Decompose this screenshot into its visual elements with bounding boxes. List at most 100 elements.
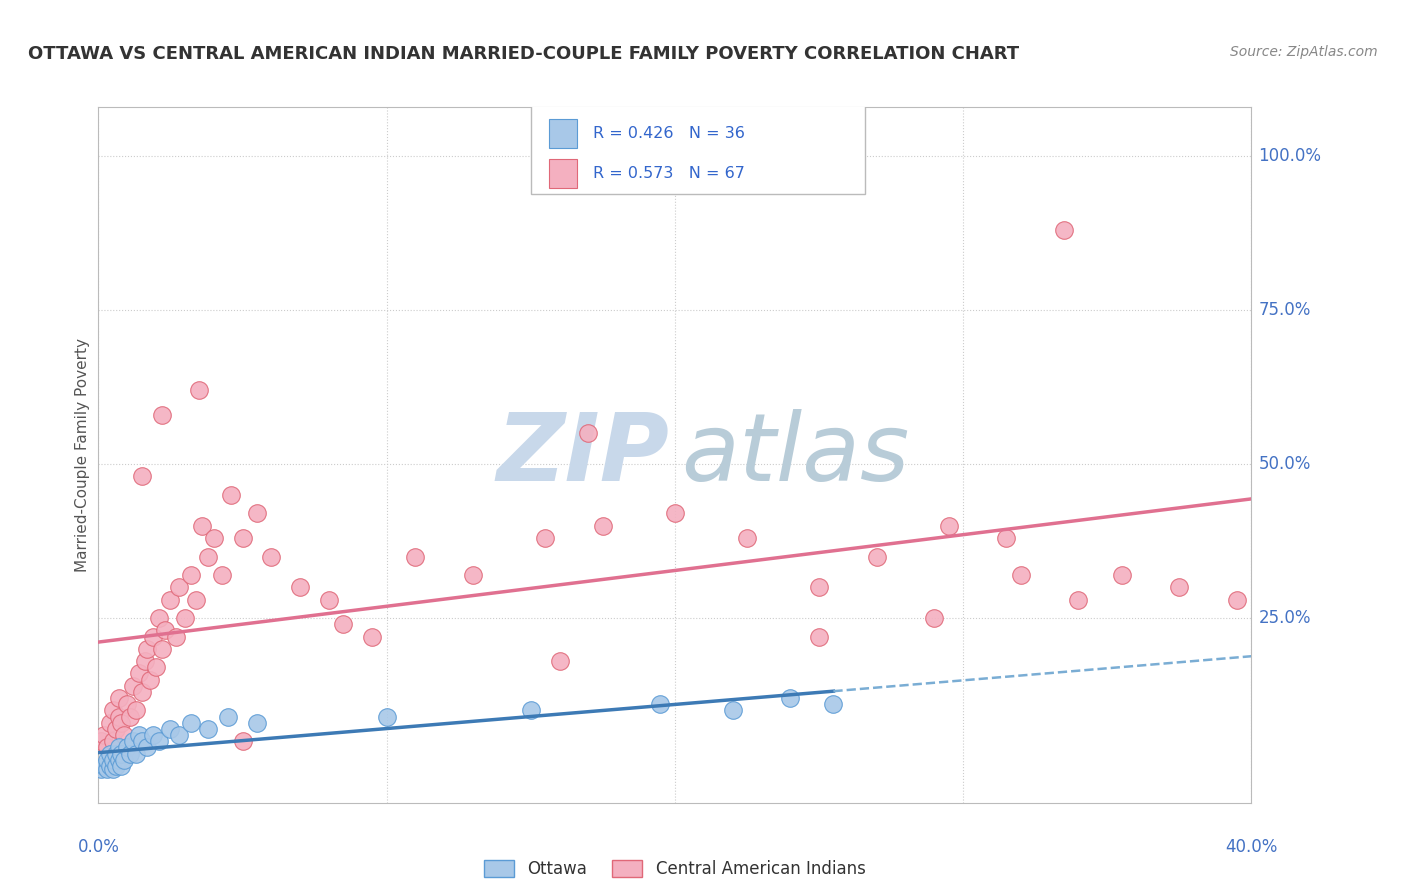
Point [148, 734, 170, 748]
FancyBboxPatch shape [531, 103, 865, 194]
Point [779, 691, 801, 706]
Point [231, 734, 254, 748]
Point [534, 531, 557, 545]
Point [122, 679, 145, 693]
Point [1053, 223, 1076, 237]
Point [938, 518, 960, 533]
Point [1067, 592, 1090, 607]
Point [142, 630, 165, 644]
Point [721, 703, 744, 717]
Point [1111, 568, 1133, 582]
Point [924, 611, 946, 625]
Point [246, 507, 269, 521]
Text: 40.0%: 40.0% [1225, 838, 1278, 856]
Point [159, 592, 181, 607]
Point [180, 715, 202, 730]
Point [131, 469, 153, 483]
Point [1010, 568, 1032, 582]
Point [107, 709, 129, 723]
Point [93, 759, 115, 773]
Point [217, 709, 239, 723]
Point [197, 549, 219, 564]
Text: 0.0%: 0.0% [77, 838, 120, 856]
Point [101, 734, 124, 748]
Point [186, 592, 208, 607]
Text: 25.0%: 25.0% [1258, 609, 1310, 627]
Point [246, 715, 269, 730]
Point [165, 630, 187, 644]
Point [361, 630, 384, 644]
Point [405, 549, 427, 564]
Point [98, 747, 121, 761]
Point [98, 759, 121, 773]
Point [808, 630, 831, 644]
Point [153, 624, 176, 638]
Text: R = 0.573   N = 67: R = 0.573 N = 67 [593, 166, 745, 181]
Point [167, 728, 190, 742]
Point [104, 759, 127, 773]
Point [191, 518, 214, 533]
Point [174, 611, 197, 625]
Point [112, 728, 135, 742]
Point [211, 568, 233, 582]
FancyBboxPatch shape [550, 120, 576, 148]
Point [128, 666, 150, 681]
Point [592, 518, 614, 533]
Point [120, 747, 142, 761]
Text: atlas: atlas [681, 409, 908, 500]
Point [260, 549, 283, 564]
Point [995, 531, 1018, 545]
Point [219, 488, 242, 502]
Point [125, 703, 148, 717]
Point [120, 709, 142, 723]
Point [101, 762, 124, 776]
Point [101, 703, 124, 717]
Point [548, 654, 571, 668]
Point [117, 698, 139, 712]
Text: OTTAWA VS CENTRAL AMERICAN INDIAN MARRIED-COUPLE FAMILY POVERTY CORRELATION CHAR: OTTAWA VS CENTRAL AMERICAN INDIAN MARRIE… [28, 45, 1019, 62]
Point [735, 531, 758, 545]
Point [101, 753, 124, 767]
Point [866, 549, 889, 564]
Point [578, 426, 600, 441]
Point [145, 660, 167, 674]
Text: 75.0%: 75.0% [1258, 301, 1310, 319]
Point [110, 715, 132, 730]
Point [290, 580, 312, 594]
Point [461, 568, 484, 582]
Point [131, 734, 153, 748]
Point [136, 641, 159, 656]
Point [107, 740, 129, 755]
Point [90, 762, 112, 776]
Point [159, 722, 181, 736]
Point [142, 728, 165, 742]
Point [139, 673, 162, 687]
Point [180, 568, 202, 582]
Legend: Ottawa, Central American Indians: Ottawa, Central American Indians [478, 854, 872, 885]
Point [375, 709, 398, 723]
Point [131, 685, 153, 699]
Text: 100.0%: 100.0% [1258, 147, 1322, 165]
Point [98, 715, 121, 730]
Point [148, 611, 170, 625]
Point [107, 691, 129, 706]
Text: ZIP: ZIP [496, 409, 669, 501]
Point [110, 747, 132, 761]
Y-axis label: Married-Couple Family Poverty: Married-Couple Family Poverty [75, 338, 90, 572]
Point [318, 592, 340, 607]
Point [823, 698, 845, 712]
Point [650, 698, 672, 712]
Text: Source: ZipAtlas.com: Source: ZipAtlas.com [1230, 45, 1378, 59]
Point [167, 580, 190, 594]
Point [150, 641, 173, 656]
Point [104, 722, 127, 736]
Point [808, 580, 831, 594]
Point [93, 728, 115, 742]
Point [96, 740, 118, 755]
Point [202, 531, 225, 545]
Text: R = 0.426   N = 36: R = 0.426 N = 36 [593, 127, 745, 141]
Point [122, 734, 145, 748]
FancyBboxPatch shape [550, 159, 576, 188]
Point [107, 753, 129, 767]
Point [1168, 580, 1191, 594]
